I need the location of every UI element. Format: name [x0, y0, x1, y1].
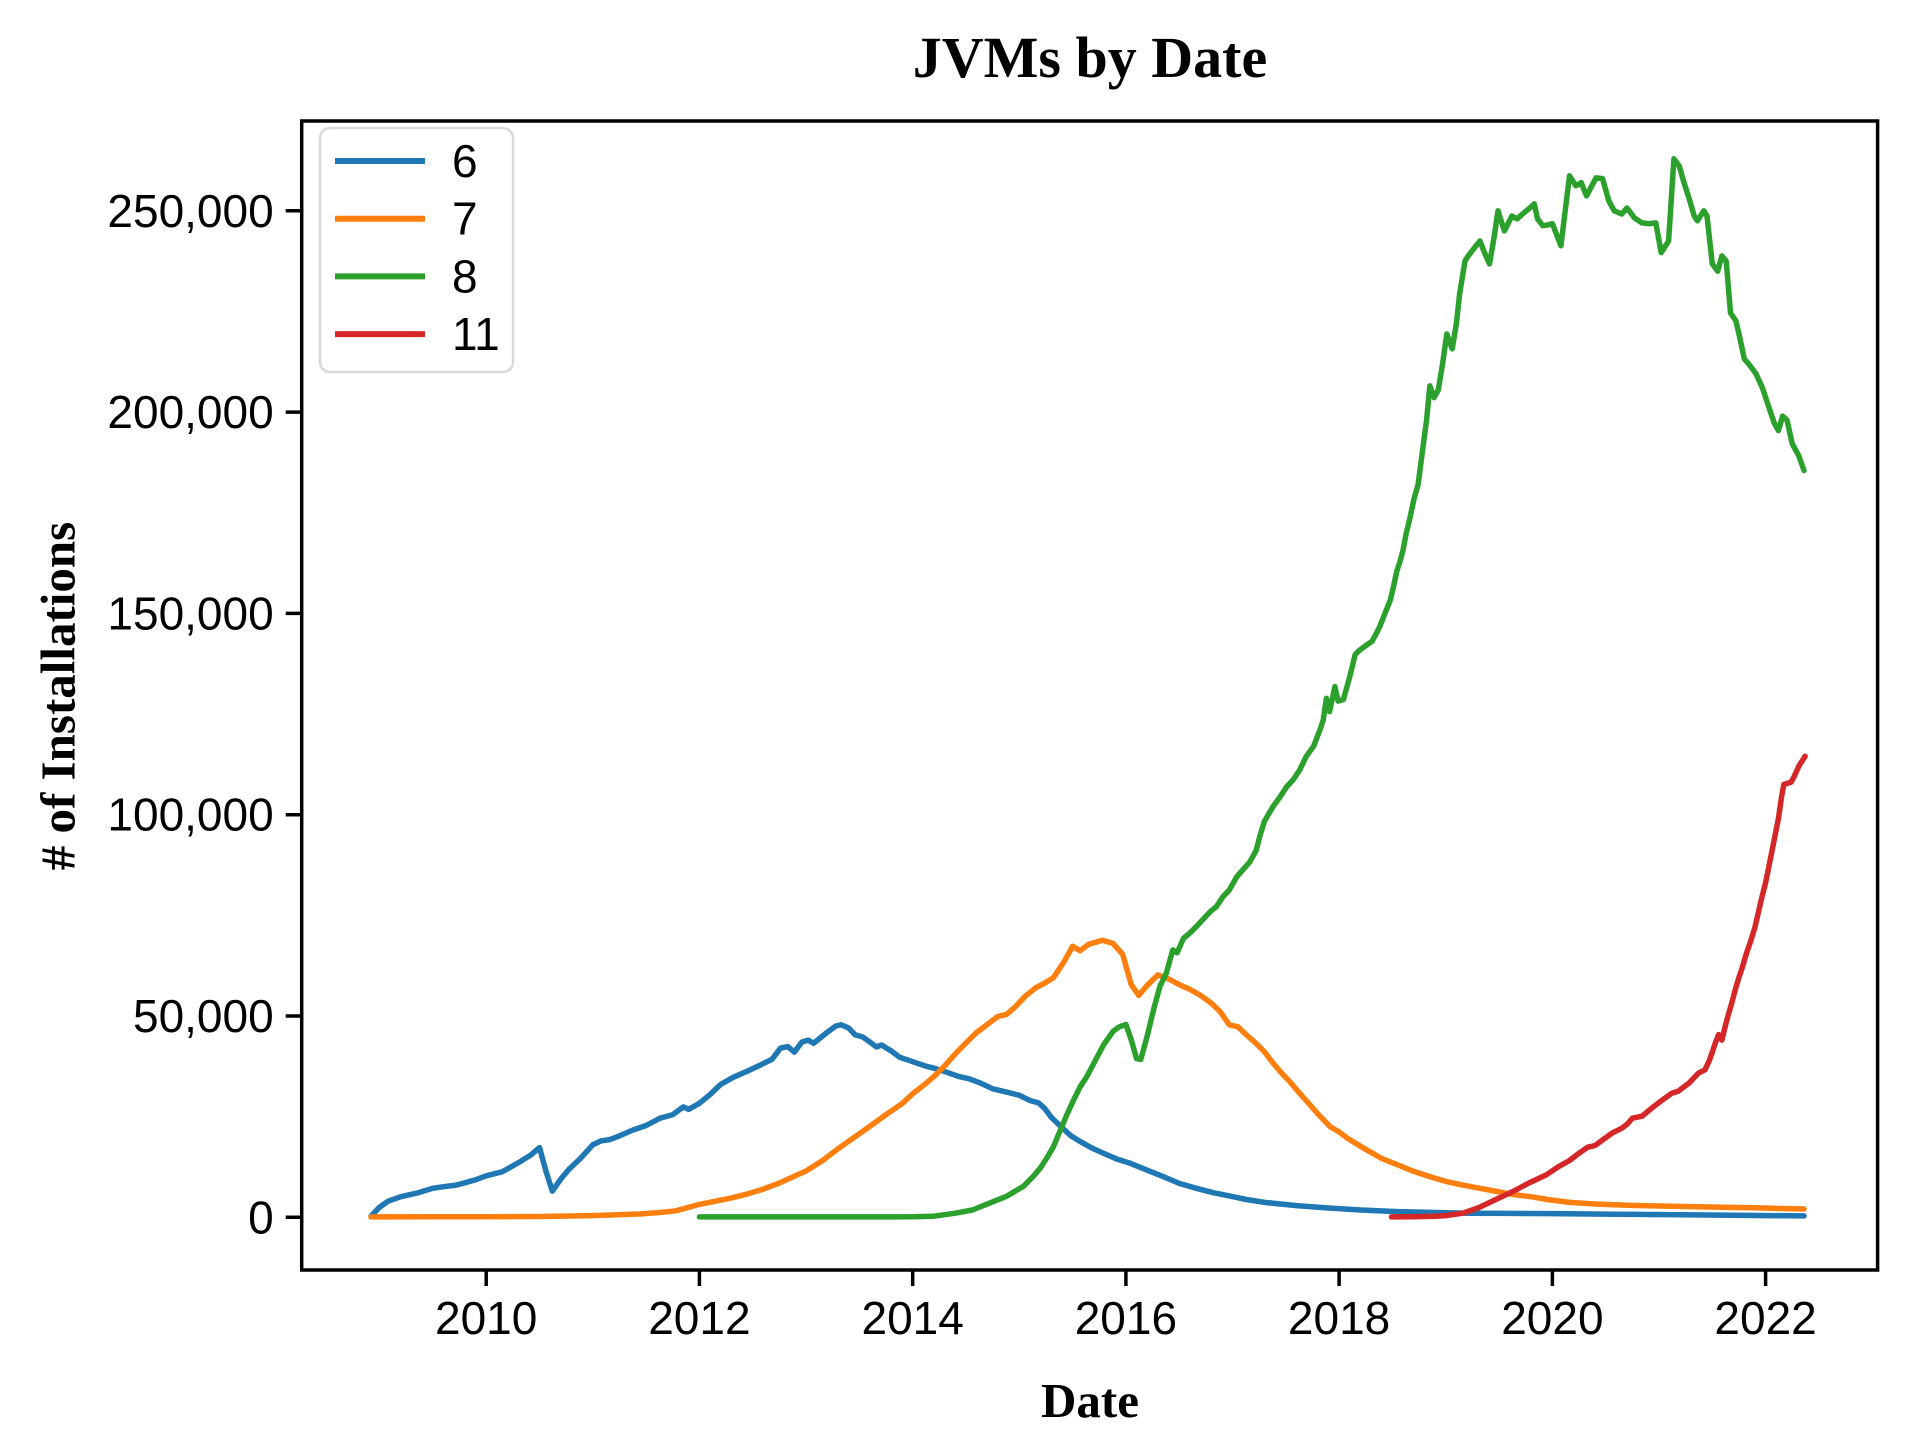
y-axis-tick-label: 250,000: [107, 185, 273, 237]
series-line-7: [368, 937, 1807, 1220]
y-axis-tick-label: 150,000: [107, 587, 273, 639]
legend-label-8: 8: [452, 250, 478, 302]
y-axis-tick-label: 0: [248, 1191, 274, 1243]
series-line-8: [696, 156, 1807, 1220]
y-axis-tick-label: 50,000: [133, 990, 274, 1042]
x-axis-tick-label: 2016: [1075, 1292, 1177, 1344]
series-line-11: [1388, 753, 1808, 1220]
legend-label-6: 6: [452, 135, 478, 187]
legend-label-11: 11: [452, 308, 500, 360]
x-axis-tick-label: 2012: [648, 1292, 750, 1344]
x-axis-tick-label: 2020: [1501, 1292, 1603, 1344]
y-axis-tick-label: 200,000: [107, 386, 273, 438]
x-axis-label: Date: [1041, 1373, 1139, 1428]
x-axis-tick-label: 2014: [862, 1292, 964, 1344]
chart-title: JVMs by Date: [912, 25, 1268, 90]
legend-box: [318, 126, 515, 374]
series-line-6: [368, 1022, 1807, 1219]
y-axis-tick-label: 100,000: [107, 789, 273, 841]
x-axis-tick-label: 2018: [1288, 1292, 1390, 1344]
legend-label-7: 7: [452, 193, 478, 245]
axes-spines: [299, 119, 1880, 1272]
x-axis-tick-label: 2010: [435, 1292, 537, 1344]
x-axis-tick-label: 2022: [1714, 1292, 1816, 1344]
